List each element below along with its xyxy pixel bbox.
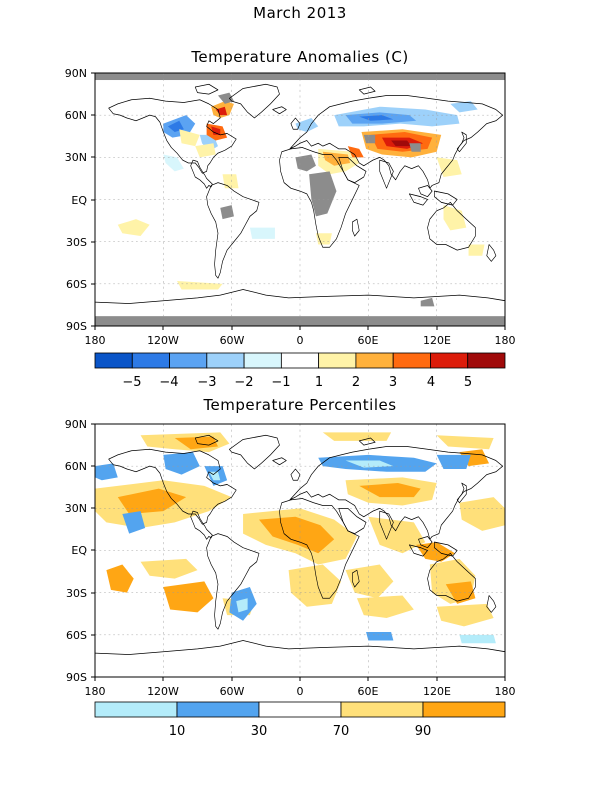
date-title: March 2013 xyxy=(253,4,347,22)
anomaly-legend-label: −4 xyxy=(159,375,178,390)
percentile-lat-label-30s: 30S xyxy=(66,587,87,600)
anomaly-lon-label-180e: 180 xyxy=(495,334,516,347)
anomaly-lon-label-120w: 120W xyxy=(147,334,179,347)
anomaly-lon-label-60e: 60E xyxy=(358,334,379,347)
percentile-lat-label-30n: 30N xyxy=(65,502,87,515)
anomaly-colorbar-swatch xyxy=(206,352,245,369)
anomaly-lat-label-90n: 90N xyxy=(65,67,87,80)
anomaly-colorbar-swatch xyxy=(243,352,282,369)
percentile-legend-label: 70 xyxy=(333,724,350,739)
percentile-legend-label: 30 xyxy=(251,724,268,739)
percentile-colorbar-swatch xyxy=(340,701,424,718)
anomaly-lon-label-0: 0 xyxy=(297,334,304,347)
percentile-lon-label-60e: 60E xyxy=(358,685,379,698)
percentile-lon-label-120w: 120W xyxy=(147,685,179,698)
anomaly-map-title: Temperature Anomalies (C) xyxy=(191,48,409,66)
anomaly-legend-label: 1 xyxy=(315,375,323,390)
anomaly-colorbar-swatch xyxy=(430,352,469,369)
percentile-colorbar-swatch xyxy=(176,701,260,718)
anomaly-colorbar-swatch xyxy=(280,352,320,369)
percentile-lon-label-120e: 120E xyxy=(423,685,451,698)
anomaly-colorbar-swatch xyxy=(131,352,170,369)
anomaly-legend-label: −1 xyxy=(271,375,290,390)
percentile-lon-label-0: 0 xyxy=(297,685,304,698)
percentile-colorbar-swatch xyxy=(258,701,342,718)
anomaly-colorbar-swatch xyxy=(467,352,506,369)
anomaly-map-plot xyxy=(95,73,505,326)
anomaly-colorbar-swatch xyxy=(169,352,208,369)
anomaly-map: 90N 60N 30N EQ 30S 60S 90S 180 120W 60W … xyxy=(65,67,516,347)
percentile-lat-label-90n: 90N xyxy=(65,418,87,431)
anomaly-lon-label-120e: 120E xyxy=(423,334,451,347)
anomaly-colorbar-swatch xyxy=(318,352,357,369)
percentile-colorbar-swatch xyxy=(94,701,178,718)
percentile-lon-label-180e: 180 xyxy=(495,685,516,698)
anomaly-colorbar-swatch xyxy=(392,352,431,369)
anomaly-legend-label: 5 xyxy=(464,375,472,390)
percentile-legend-label: 10 xyxy=(169,724,186,739)
anomaly-lat-label-30s: 30S xyxy=(66,236,87,249)
percentile-lon-label-60w: 60W xyxy=(220,685,245,698)
percentile-map-title: Temperature Percentiles xyxy=(203,396,397,414)
anomaly-legend-label: 4 xyxy=(427,375,435,390)
anomaly-lat-label-30n: 30N xyxy=(65,151,87,164)
anomaly-colorbar-swatch xyxy=(94,352,133,369)
percentile-lat-label-eq: EQ xyxy=(71,544,87,557)
anomaly-colorbar-swatch xyxy=(355,352,394,369)
anomaly-lat-label-eq: EQ xyxy=(71,194,87,207)
anomaly-legend-label: 3 xyxy=(389,375,397,390)
anomaly-legend-label: −2 xyxy=(234,375,253,390)
percentile-lat-label-60s: 60S xyxy=(66,629,87,642)
anomaly-legend-label: −5 xyxy=(122,375,141,390)
percentile-lat-label-90s: 90S xyxy=(66,671,87,684)
percentile-map: 90N 60N 30N EQ 30S 60S 90S 180 120W 60W … xyxy=(65,418,516,698)
anomaly-lat-label-90s: 90S xyxy=(66,320,87,333)
percentile-colorbar xyxy=(94,701,506,718)
percentile-legend-label: 90 xyxy=(415,724,432,739)
anomaly-lat-label-60n: 60N xyxy=(65,109,87,122)
anomaly-lon-label-180w: 180 xyxy=(85,334,106,347)
percentile-lon-label-180w: 180 xyxy=(85,685,106,698)
percentile-colorbar-swatch xyxy=(422,701,506,718)
anomaly-lat-label-60s: 60S xyxy=(66,278,87,291)
anomaly-legend-label: −3 xyxy=(197,375,216,390)
anomaly-legend-label: 2 xyxy=(352,375,360,390)
percentile-lat-label-60n: 60N xyxy=(65,460,87,473)
anomaly-colorbar xyxy=(94,352,506,369)
percentile-map-plot xyxy=(95,424,505,677)
anomaly-lon-label-60w: 60W xyxy=(220,334,245,347)
